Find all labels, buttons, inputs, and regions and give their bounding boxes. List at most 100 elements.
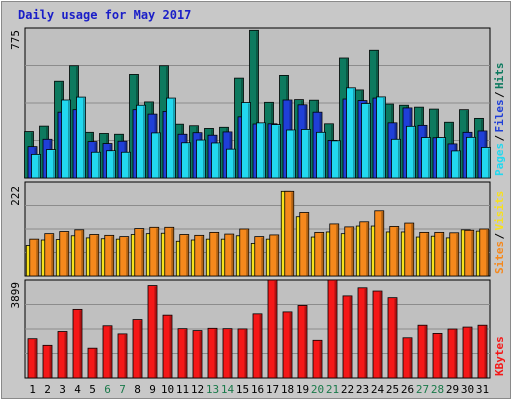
- bar-kbytes-day-31: [477, 324, 488, 379]
- bar-shadow: [353, 88, 355, 178]
- bar-face: [134, 228, 145, 277]
- bar-shadow: [83, 98, 85, 178]
- bar-face: [481, 147, 491, 179]
- bar-shadow: [336, 224, 339, 276]
- chart-panels: 775Pages/Files/Hits222Sites/Visits3899KB…: [9, 27, 506, 379]
- bar-shadow: [488, 148, 490, 178]
- bar-pages-day-19: [301, 129, 311, 179]
- bar-pages-day-10: [166, 97, 176, 179]
- panel-max-label: 3899: [9, 282, 22, 309]
- bar-kbytes-day-6: [102, 325, 113, 379]
- x-tick-label-2: 2: [44, 383, 51, 396]
- bar-pages-day-4: [76, 96, 86, 179]
- bar-face: [59, 231, 70, 277]
- x-tick-label-5: 5: [89, 383, 96, 396]
- bar-sites-day-25: [389, 226, 400, 277]
- panel-side-legend: Pages/Files/Hits: [493, 63, 506, 177]
- bar-pages-day-9: [151, 132, 161, 179]
- bar-face: [346, 87, 356, 179]
- bar-shadow: [441, 233, 444, 276]
- bar-kbytes-day-15: [237, 328, 248, 379]
- bar-shadow: [111, 236, 114, 276]
- bar-kbytes-day-25: [387, 297, 398, 379]
- bar-face: [404, 222, 415, 277]
- bar-face: [357, 287, 368, 379]
- bar-face: [269, 234, 280, 277]
- bar-shadow: [469, 328, 472, 378]
- x-tick-label-29: 29: [446, 383, 459, 396]
- bar-face: [389, 226, 400, 277]
- bar-face: [76, 96, 86, 179]
- bar-kbytes-day-29: [447, 328, 458, 379]
- bar-shadow: [334, 281, 337, 378]
- bar-sites-day-22: [344, 226, 355, 277]
- x-tick-label-30: 30: [461, 383, 474, 396]
- bar-face: [181, 142, 191, 179]
- side-label-separator: /: [493, 91, 506, 98]
- bar-kbytes-day-16: [252, 313, 263, 379]
- bar-shadow: [53, 150, 55, 178]
- bar-face: [402, 337, 413, 379]
- bar-shadow: [439, 334, 442, 378]
- bar-kbytes-day-24: [372, 290, 383, 379]
- side-label-files: Files: [493, 99, 506, 132]
- bar-face: [222, 328, 233, 379]
- bar-face: [46, 149, 56, 179]
- series-pages: [31, 87, 491, 179]
- bar-kbytes-day-22: [342, 295, 353, 379]
- bar-kbytes-day-2: [42, 344, 53, 379]
- bar-pages-day-18: [286, 129, 296, 179]
- bar-shadow: [256, 31, 258, 178]
- bar-sites-day-26: [404, 222, 415, 277]
- bar-shadow: [141, 229, 144, 276]
- bar-face: [359, 221, 370, 277]
- bar-face: [87, 347, 98, 379]
- bar-shadow: [246, 230, 249, 276]
- x-tick-label-24: 24: [371, 383, 385, 396]
- bar-shadow: [411, 224, 414, 276]
- bar-shadow: [64, 332, 67, 378]
- side-label-separator: /: [493, 233, 506, 240]
- bar-face: [254, 236, 265, 277]
- bar-shadow: [231, 235, 234, 276]
- bar-face: [196, 139, 206, 179]
- x-tick-label-1: 1: [29, 383, 36, 396]
- bar-shadow: [199, 331, 202, 378]
- bar-sites-day-29: [449, 232, 460, 277]
- bar-shadow: [396, 227, 399, 276]
- bar-face: [387, 297, 398, 379]
- bar-face: [57, 331, 68, 379]
- bar-kbytes-day-8: [132, 319, 143, 379]
- bar-shadow: [139, 320, 142, 378]
- bar-shadow: [338, 141, 340, 178]
- bar-shadow: [94, 349, 97, 378]
- bar-face: [252, 313, 263, 379]
- bar-pages-day-30: [466, 136, 476, 179]
- bar-shadow: [413, 127, 415, 178]
- bar-kbytes-day-1: [27, 338, 38, 379]
- bar-shadow: [109, 326, 112, 378]
- bar-sites-day-13: [209, 231, 220, 277]
- bar-shadow: [291, 192, 294, 276]
- bar-sites-day-15: [239, 228, 250, 277]
- panel-visits-sites: 222 Sites/ Visits: [9, 181, 506, 277]
- bar-shadow: [173, 99, 175, 178]
- bar-kbytes-day-4: [72, 308, 83, 379]
- bar-pages-day-17: [271, 124, 281, 179]
- bar-shadow: [381, 211, 384, 276]
- bar-face: [151, 132, 161, 179]
- bar-kbytes-day-7: [117, 333, 128, 379]
- bar-face: [224, 233, 235, 277]
- x-axis-labels: 1 2 3 4 5 6 7 8 9 10 11 12 13 14 15 16 17 18 19 20 21 22 23 24 2…: [29, 383, 489, 396]
- bar-face: [42, 344, 53, 379]
- bar-shadow: [319, 341, 322, 378]
- x-tick-label-26: 26: [401, 383, 414, 396]
- bar-shadow: [366, 222, 369, 276]
- x-tick-label-14: 14: [221, 383, 235, 396]
- bar-sites-day-5: [89, 234, 100, 277]
- x-tick-label-31: 31: [476, 383, 489, 396]
- x-tick-label-8: 8: [134, 383, 141, 396]
- bar-face: [241, 102, 251, 179]
- bar-face: [451, 150, 461, 179]
